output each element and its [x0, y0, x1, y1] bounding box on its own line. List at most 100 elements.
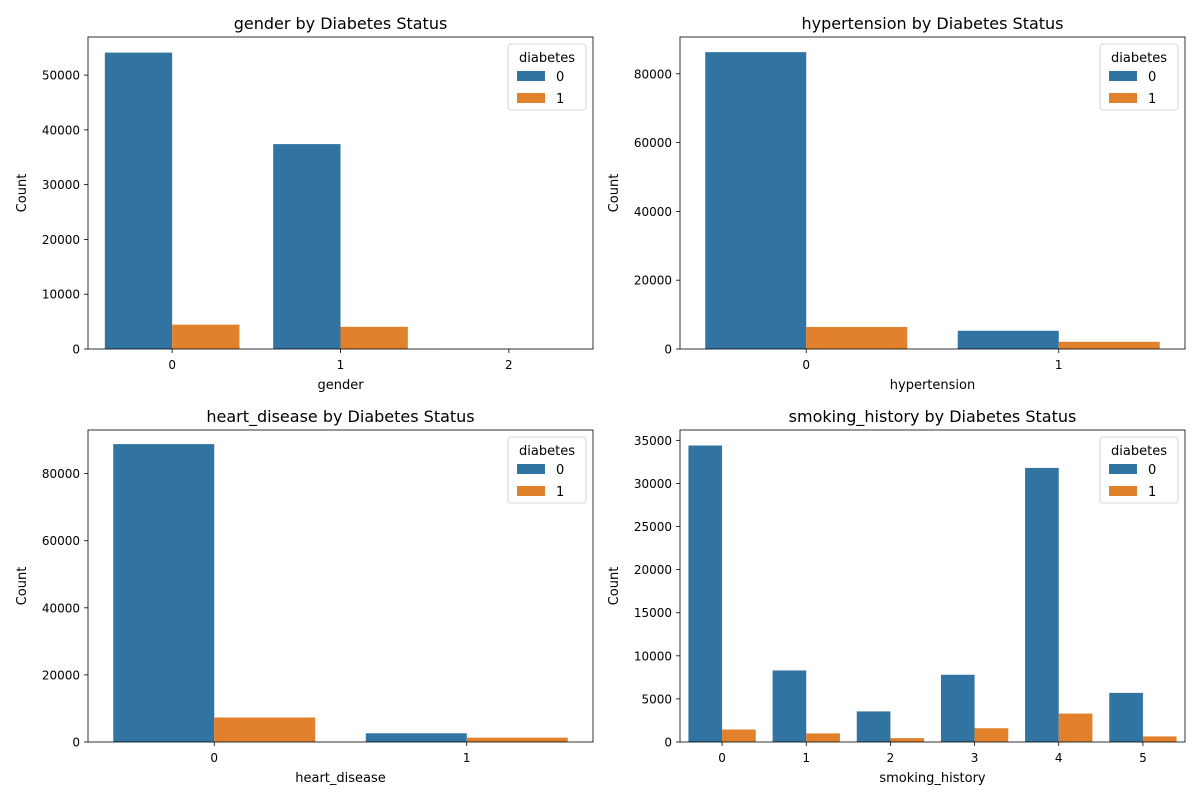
y-tick-label: 40000	[42, 601, 80, 615]
y-tick-label: 0	[72, 343, 80, 357]
bar-series0-cat4	[1025, 468, 1059, 742]
y-tick-label: 80000	[634, 67, 672, 81]
x-axis-label: smoking_history	[879, 771, 986, 786]
x-tick-label: 1	[337, 358, 345, 372]
bar-series0-cat1	[366, 733, 467, 742]
subplot-2: 0 20000 40000 60000 80000 0 1 heart_disease by …	[15, 407, 593, 786]
y-tick-label: 10000	[634, 649, 672, 663]
x-tick-label: 0	[718, 751, 726, 765]
bar-series1-cat1	[1059, 342, 1160, 349]
legend-swatch-0	[1109, 464, 1137, 474]
y-tick-label: 20000	[42, 233, 80, 247]
legend-swatch-0	[517, 71, 545, 81]
x-axis-label: hypertension	[890, 378, 975, 393]
legend: diabetes 0 1	[1100, 437, 1178, 503]
x-axis-label: heart_disease	[295, 771, 386, 786]
y-tick-label: 30000	[42, 178, 80, 192]
legend-label: 1	[556, 485, 564, 500]
chart-title: hypertension by Diabetes Status	[801, 14, 1063, 33]
legend-title: diabetes	[519, 444, 575, 459]
y-tick-label: 20000	[634, 563, 672, 577]
bar-series0-cat5	[1109, 693, 1143, 742]
subplot-1: 0 20000 40000 60000 80000 0 1 hypertension by D…	[607, 14, 1185, 393]
y-axis-label: Count	[15, 174, 30, 213]
x-tick-label: 0	[210, 751, 218, 765]
y-tick-label: 60000	[42, 534, 80, 548]
legend: diabetes 0 1	[508, 437, 586, 503]
bar-series0-cat1	[773, 670, 807, 742]
legend-label: 0	[1148, 463, 1156, 478]
legend-label: 1	[556, 92, 564, 107]
x-tick-label: 4	[1055, 751, 1063, 765]
x-tick-label: 3	[971, 751, 979, 765]
y-tick-label: 0	[72, 736, 80, 750]
legend-swatch-1	[1109, 486, 1137, 496]
x-tick-label: 0	[168, 358, 176, 372]
legend-label: 0	[1148, 70, 1156, 85]
legend-label: 1	[1148, 485, 1156, 500]
legend-title: diabetes	[1111, 51, 1167, 66]
y-axis-label: Count	[607, 567, 622, 606]
x-tick-label: 5	[1139, 751, 1147, 765]
bar-series1-cat1	[806, 733, 840, 742]
y-tick-label: 50000	[42, 69, 80, 83]
legend-swatch-0	[1109, 71, 1137, 81]
y-tick-label: 20000	[42, 668, 80, 682]
x-tick-label: 1	[463, 751, 471, 765]
y-tick-label: 40000	[42, 123, 80, 137]
legend-title: diabetes	[1111, 444, 1167, 459]
bar-series1-cat0	[806, 327, 907, 349]
legend-label: 1	[1148, 92, 1156, 107]
bar-series1-cat0	[214, 718, 315, 742]
bar-series0-cat1	[273, 144, 340, 349]
bar-series0-cat1	[958, 331, 1059, 349]
y-tick-label: 10000	[42, 288, 80, 302]
legend-swatch-0	[517, 464, 545, 474]
legend-swatch-1	[517, 486, 545, 496]
legend-swatch-1	[1109, 93, 1137, 103]
y-tick-label: 5000	[641, 692, 672, 706]
x-tick-label: 1	[802, 751, 810, 765]
legend-swatch-1	[517, 93, 545, 103]
bar-series1-cat0	[722, 730, 756, 743]
bar-series1-cat2	[890, 738, 924, 742]
bar-series0-cat0	[113, 444, 214, 742]
y-tick-label: 40000	[634, 205, 672, 219]
y-tick-label: 35000	[634, 434, 672, 448]
legend-label: 0	[556, 463, 564, 478]
bar-series1-cat1	[467, 738, 568, 742]
bar-series0-cat3	[941, 675, 975, 742]
legend: diabetes 0 1	[1100, 44, 1178, 110]
x-tick-label: 2	[887, 751, 895, 765]
legend-title: diabetes	[519, 51, 575, 66]
bar-series1-cat5	[1143, 736, 1177, 742]
y-tick-label: 80000	[42, 467, 80, 481]
x-tick-label: 2	[505, 358, 513, 372]
x-axis-label: gender	[317, 378, 364, 393]
bar-series0-cat0	[705, 52, 806, 349]
subplot-3: 0 5000 10000 15000 20000 25000 30000 35000 0 1 2 3 4…	[607, 407, 1185, 786]
bar-series0-cat0	[688, 446, 722, 742]
chart-title: heart_disease by Diabetes Status	[206, 407, 474, 427]
chart-title: smoking_history by Diabetes Status	[789, 407, 1077, 427]
bar-series1-cat0	[172, 325, 239, 349]
bar-series0-cat2	[857, 711, 891, 742]
y-tick-label: 25000	[634, 520, 672, 534]
y-tick-label: 15000	[634, 606, 672, 620]
y-tick-label: 0	[664, 736, 672, 750]
bar-series0-cat0	[105, 53, 172, 349]
x-tick-label: 1	[1055, 358, 1063, 372]
bar-series1-cat4	[1059, 714, 1093, 742]
y-tick-label: 0	[664, 343, 672, 357]
x-tick-label: 0	[802, 358, 810, 372]
y-axis-label: Count	[607, 174, 622, 213]
bar-series1-cat3	[975, 728, 1009, 742]
y-tick-label: 30000	[634, 477, 672, 491]
y-tick-label: 60000	[634, 136, 672, 150]
legend-label: 0	[556, 70, 564, 85]
y-tick-label: 20000	[634, 274, 672, 288]
bar-series1-cat1	[341, 327, 408, 349]
